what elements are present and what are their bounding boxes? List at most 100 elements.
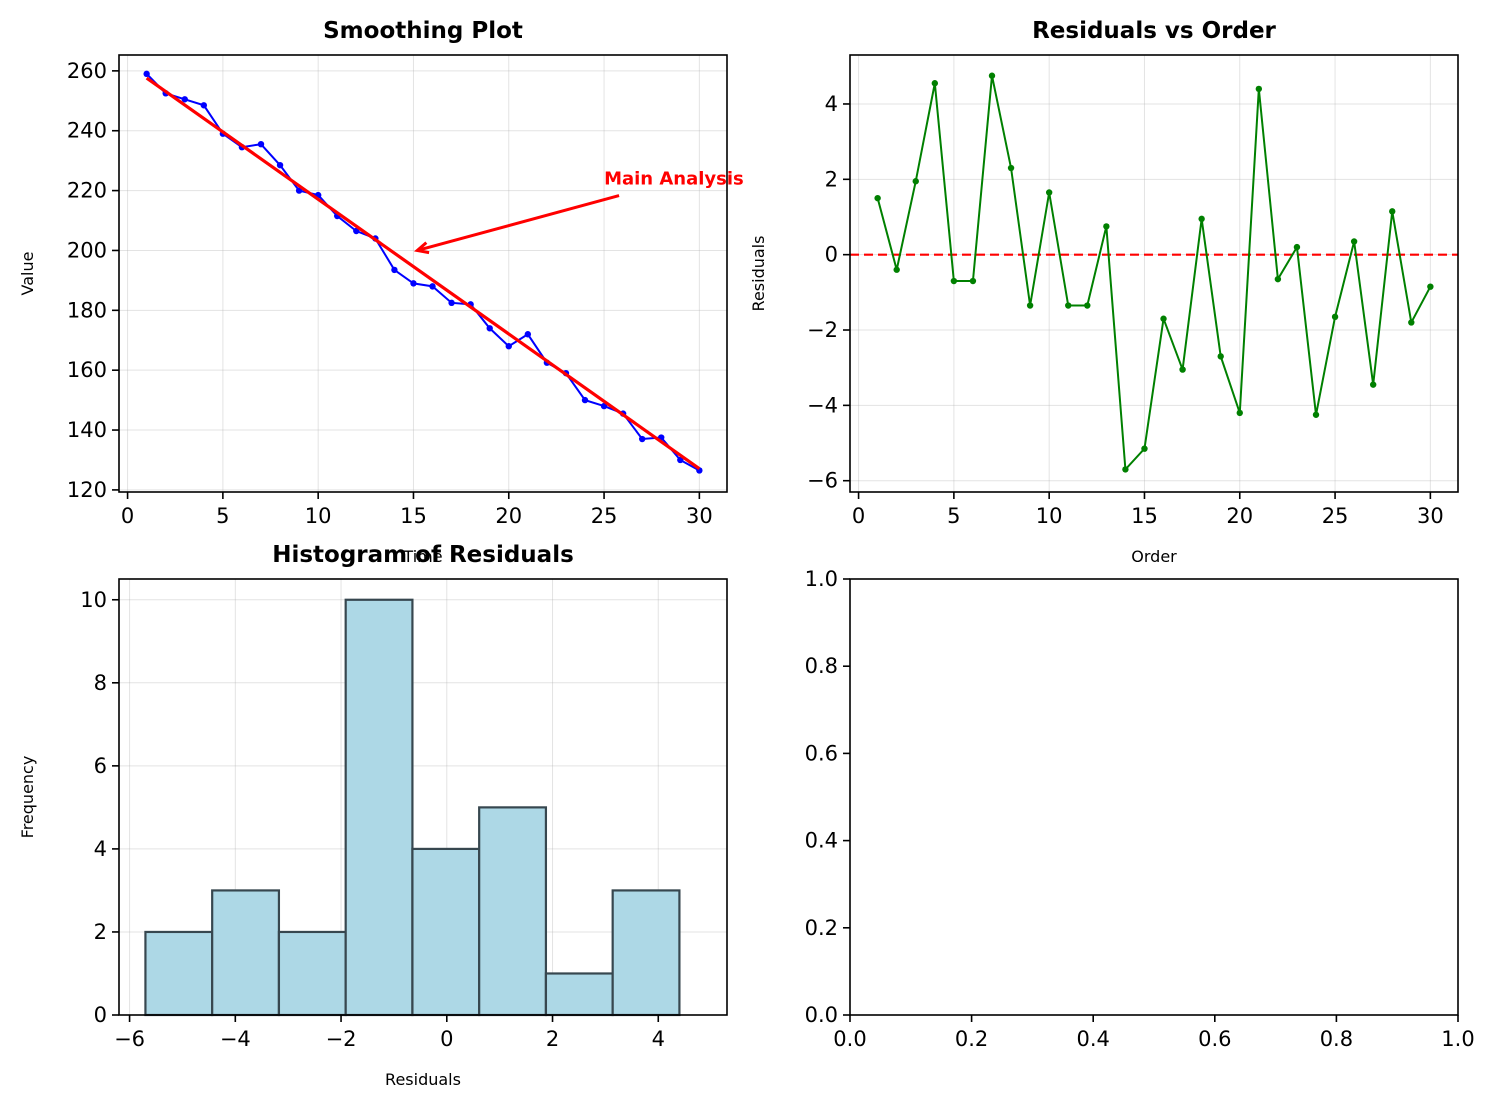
x-tick-label: 0.2 bbox=[955, 1027, 988, 1051]
y-tick-label: 180 bbox=[67, 298, 107, 322]
residual-point bbox=[1369, 381, 1377, 388]
annotation-label: Main Analysis bbox=[604, 169, 744, 190]
chart-title: Residuals vs Order bbox=[1032, 18, 1276, 44]
residual-point bbox=[1198, 215, 1205, 223]
x-tick-label: 20 bbox=[495, 504, 522, 528]
residual-point bbox=[1274, 275, 1282, 283]
observed-point bbox=[295, 187, 303, 194]
x-axis-label: Time bbox=[402, 547, 442, 566]
x-tick-label: 5 bbox=[947, 504, 960, 528]
observed-point bbox=[410, 280, 417, 287]
gridlines bbox=[119, 55, 727, 492]
residual-point bbox=[1236, 409, 1243, 417]
y-tick-label: 0 bbox=[825, 243, 838, 267]
observed-point bbox=[429, 283, 436, 290]
residual-point bbox=[1026, 302, 1034, 309]
gridlines bbox=[850, 55, 1458, 492]
residual-point bbox=[1293, 243, 1301, 251]
x-tick-label: −4 bbox=[220, 1027, 251, 1051]
x-tick-label: 15 bbox=[400, 504, 427, 528]
axes-frame bbox=[849, 578, 1459, 1016]
smoothing-plot-panel: Main Analysis 0 5 10 15 20 25 30 120 140 160 180 200… bbox=[18, 18, 744, 566]
histogram-bar bbox=[611, 889, 681, 1017]
x-tick-label: 15 bbox=[1131, 504, 1158, 528]
x-tick-label: 0.0 bbox=[833, 1027, 866, 1051]
observed-point bbox=[200, 102, 208, 109]
chart-title: Smoothing Plot bbox=[323, 18, 523, 44]
y-axis-label: Frequency bbox=[18, 756, 37, 839]
x-tick-label: 4 bbox=[652, 1027, 665, 1051]
x-tick-label: 0.4 bbox=[1076, 1027, 1109, 1051]
x-tick-label: 2 bbox=[546, 1027, 559, 1051]
residual-point bbox=[988, 72, 996, 79]
y-tick-label: 8 bbox=[94, 671, 107, 695]
y-tick-label: 120 bbox=[67, 478, 107, 502]
residual-point bbox=[1331, 313, 1339, 321]
y-tick-label: 0.2 bbox=[805, 916, 838, 940]
y-tick-label: 220 bbox=[67, 179, 107, 203]
trend-line bbox=[145, 76, 701, 470]
y-tick-label: 1.0 bbox=[805, 567, 838, 591]
residual-point bbox=[1084, 302, 1091, 309]
x-tick-label: 10 bbox=[1036, 504, 1063, 528]
y-tick-label: 4 bbox=[825, 92, 838, 116]
x-tick-label: −6 bbox=[114, 1027, 145, 1051]
residual-point bbox=[969, 277, 977, 285]
residual-point bbox=[1103, 223, 1110, 230]
observed-point bbox=[257, 140, 265, 148]
y-tick-label: 140 bbox=[67, 418, 107, 442]
observed-point bbox=[448, 299, 455, 307]
y-tick-label: −4 bbox=[807, 393, 838, 417]
residuals-vs-order-panel: 0 5 10 15 20 25 30 −6 −4 −2 0 2 4 Residuals vs Order O… bbox=[749, 18, 1459, 566]
histogram-bar bbox=[478, 806, 548, 1017]
residual-point bbox=[1427, 283, 1434, 290]
observed-point bbox=[581, 396, 589, 404]
observed-point bbox=[353, 227, 360, 235]
histogram-bar bbox=[211, 889, 281, 1017]
y-tick-label: 160 bbox=[67, 358, 107, 382]
observed-point bbox=[486, 325, 493, 332]
residual-point bbox=[1160, 315, 1167, 322]
x-axis-label: Residuals bbox=[385, 1070, 461, 1089]
x-tick-label: 20 bbox=[1226, 504, 1253, 528]
residual-point bbox=[1065, 302, 1072, 309]
x-tick-label: 0 bbox=[440, 1027, 453, 1051]
annotation-arrow bbox=[416, 194, 620, 252]
y-tick-label: 0.4 bbox=[805, 829, 838, 853]
x-tick-label: 0.8 bbox=[1320, 1027, 1353, 1051]
y-tick-label: 10 bbox=[80, 588, 107, 612]
axes-frame bbox=[118, 578, 728, 1016]
chart-title: Histogram of Residuals bbox=[272, 542, 574, 568]
x-tick-label: 10 bbox=[305, 504, 332, 528]
y-tick-label: 0.0 bbox=[805, 1003, 838, 1027]
axes-frame bbox=[849, 54, 1459, 493]
y-tick-label: 4 bbox=[94, 837, 107, 861]
residual-point bbox=[950, 277, 958, 285]
y-tick-label: 240 bbox=[67, 119, 107, 143]
y-tick-label: −2 bbox=[807, 318, 838, 342]
residual-point bbox=[1255, 85, 1263, 93]
y-tick-label: −6 bbox=[807, 469, 838, 493]
x-tick-label: 30 bbox=[686, 504, 713, 528]
histogram-bar bbox=[144, 930, 214, 1017]
x-axis-label: Order bbox=[1131, 547, 1177, 566]
x-tick-label: 30 bbox=[1417, 504, 1444, 528]
x-tick-label: 25 bbox=[591, 504, 618, 528]
residual-point bbox=[1007, 164, 1015, 172]
x-tick-label: 0 bbox=[852, 504, 865, 528]
histogram-bar bbox=[544, 972, 614, 1017]
y-tick-label: 200 bbox=[67, 238, 107, 262]
histogram-of-residuals-panel: −6 −4 −2 0 2 4 0 2 4 6 8 10 Histogram of Residuals Re… bbox=[18, 542, 728, 1089]
y-axis-label: Value bbox=[18, 252, 37, 296]
x-tick-label: 0 bbox=[121, 504, 134, 528]
y-tick-label: 0 bbox=[94, 1003, 107, 1027]
empty-axes-panel: 0.0 0.2 0.4 0.6 0.8 1.0 0.0 0.2 0.4 0.6 0.8 1.0 bbox=[805, 567, 1475, 1051]
observed-point bbox=[391, 266, 398, 274]
x-tick-label: 25 bbox=[1322, 504, 1349, 528]
residual-point bbox=[1350, 238, 1358, 245]
y-tick-label: 2 bbox=[825, 167, 838, 191]
axes-frame bbox=[118, 54, 728, 493]
histogram-bar bbox=[277, 930, 347, 1017]
y-axis-label: Residuals bbox=[749, 236, 768, 312]
